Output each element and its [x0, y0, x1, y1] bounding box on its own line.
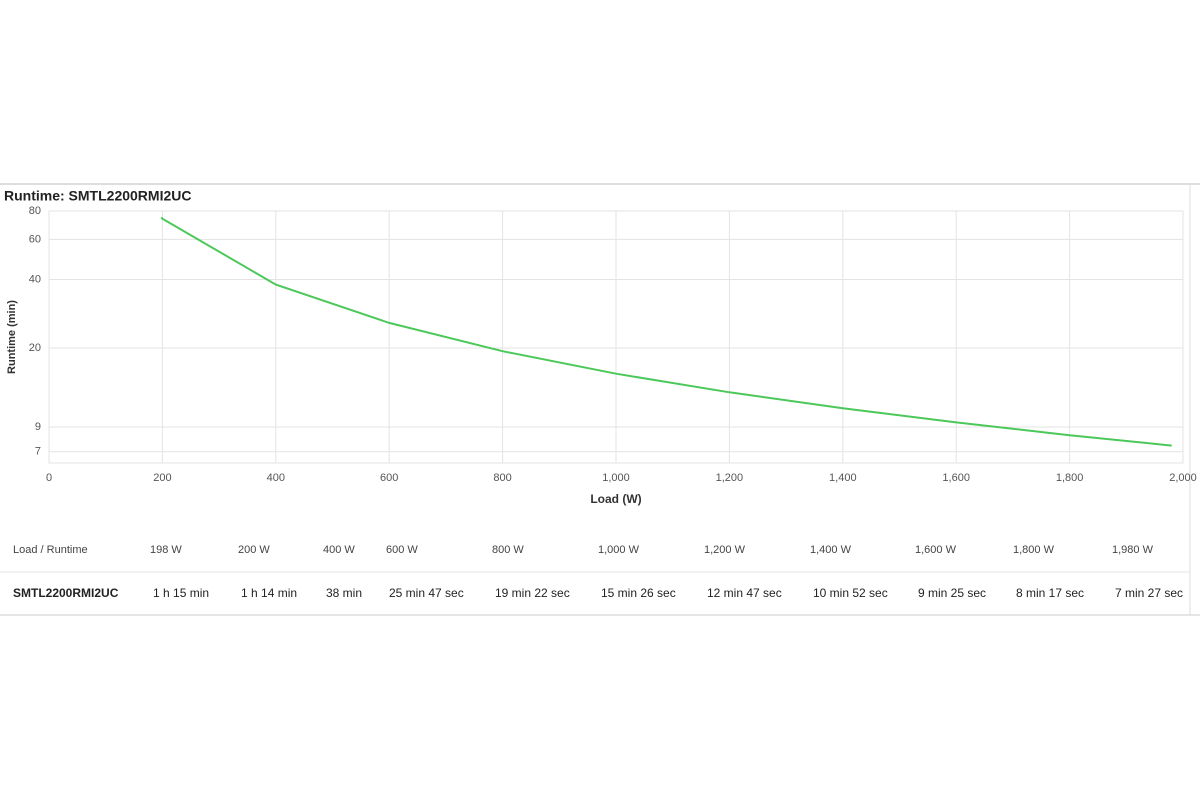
table-cell: 10 min 52 sec	[813, 586, 888, 600]
table-cell: 38 min	[326, 586, 362, 600]
runtime-line	[160, 216, 1172, 447]
chart-title: Runtime: SMTL2200RMI2UC	[4, 188, 191, 204]
x-tick-label: 200	[153, 472, 171, 484]
table-cell: 19 min 22 sec	[495, 586, 570, 600]
y-tick-label: 7	[35, 446, 41, 458]
x-tick-label: 2,000	[1169, 472, 1197, 484]
y-tick-label: 60	[29, 233, 41, 245]
table-header: 400 W	[323, 544, 355, 556]
x-tick-label: 800	[493, 472, 511, 484]
table-header: 198 W	[150, 544, 182, 556]
table-header: 800 W	[492, 544, 524, 556]
table-header: 1,000 W	[598, 544, 640, 556]
x-tick-label: 400	[267, 472, 285, 484]
table-cell: 15 min 26 sec	[601, 586, 676, 600]
table-cell: 1 h 15 min	[153, 586, 209, 600]
table-header: 1,600 W	[915, 544, 957, 556]
y-axis-label: Runtime (min)	[6, 300, 18, 374]
table-header: 1,200 W	[704, 544, 746, 556]
table-cell: 25 min 47 sec	[389, 586, 464, 600]
table-cell: 8 min 17 sec	[1016, 586, 1084, 600]
table-header: 600 W	[386, 544, 418, 556]
x-tick-label: 1,400	[829, 472, 857, 484]
x-tick-label: 1,000	[602, 472, 630, 484]
table-header: 1,800 W	[1013, 544, 1055, 556]
y-tick-label: 40	[29, 273, 41, 285]
x-tick-label: 1,600	[942, 472, 970, 484]
table-cell: 12 min 47 sec	[707, 586, 782, 600]
table-header: 200 W	[238, 544, 270, 556]
y-tick-label: 20	[29, 342, 41, 354]
y-tick-label: 80	[29, 205, 41, 217]
y-tick-label: 9	[35, 421, 41, 433]
table-cell: SMTL2200RMI2UC	[13, 586, 119, 600]
x-tick-label: 600	[380, 472, 398, 484]
table-header: 1,980 W	[1112, 544, 1154, 556]
x-tick-label: 1,800	[1056, 472, 1084, 484]
table-cell: 1 h 14 min	[241, 586, 297, 600]
x-tick-label: 1,200	[716, 472, 744, 484]
table-cell: 7 min 27 sec	[1115, 586, 1183, 600]
x-axis-label: Load (W)	[590, 492, 641, 506]
table-header: 1,400 W	[810, 544, 852, 556]
table-cell: 9 min 25 sec	[918, 586, 986, 600]
x-tick-label: 0	[46, 472, 52, 484]
table-header: Load / Runtime	[13, 544, 88, 556]
